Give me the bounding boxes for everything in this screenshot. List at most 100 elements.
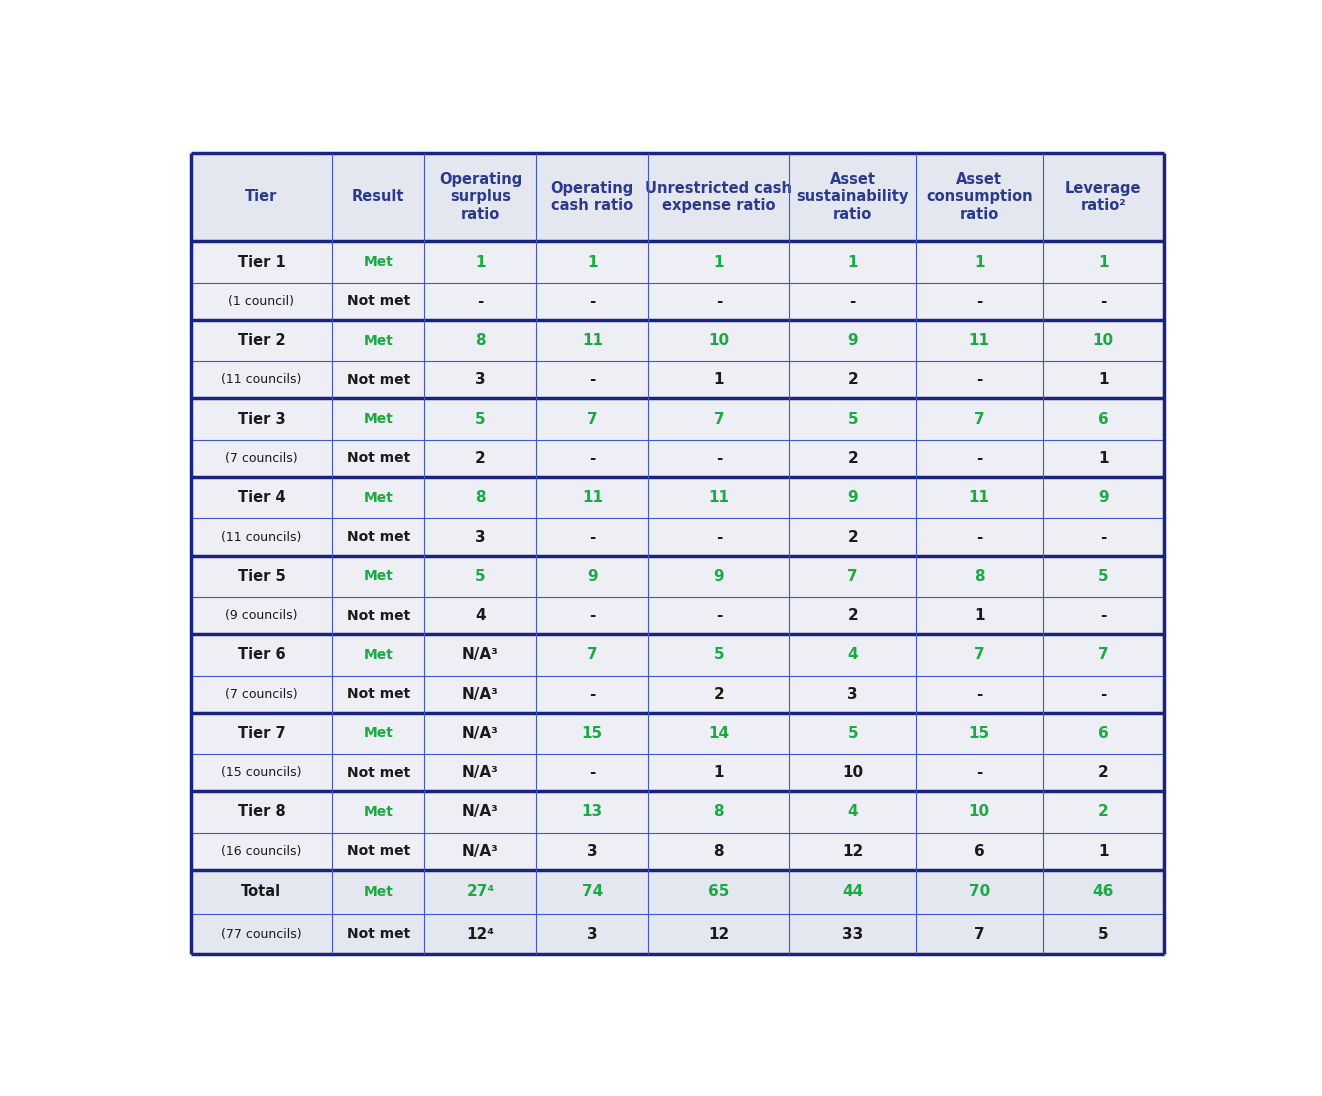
Text: 1: 1 [974, 608, 985, 623]
Text: 9: 9 [714, 569, 724, 584]
Text: Met: Met [364, 884, 393, 899]
Text: 1: 1 [974, 254, 985, 270]
Text: 10: 10 [1093, 333, 1114, 349]
Text: 6: 6 [1099, 726, 1109, 741]
Text: 8: 8 [475, 490, 485, 505]
Text: 7: 7 [974, 412, 985, 426]
Text: 5: 5 [1099, 569, 1109, 584]
Text: 1: 1 [1099, 450, 1109, 466]
Text: 5: 5 [714, 648, 724, 662]
Text: Met: Met [364, 255, 393, 269]
Text: 8: 8 [714, 844, 724, 859]
Text: 2: 2 [1099, 765, 1109, 780]
Text: 15: 15 [969, 726, 990, 741]
Text: 7: 7 [974, 648, 985, 662]
Text: 1: 1 [587, 254, 598, 270]
Text: 46: 46 [1093, 884, 1114, 900]
Text: 8: 8 [475, 333, 485, 349]
Text: Asset
sustainability
ratio: Asset sustainability ratio [797, 172, 910, 221]
Text: 7: 7 [587, 412, 598, 426]
Text: -: - [715, 608, 722, 623]
Text: 8: 8 [974, 569, 985, 584]
Text: 1: 1 [475, 254, 485, 270]
Text: Tier 6: Tier 6 [238, 648, 286, 662]
Text: -: - [976, 373, 982, 387]
Text: Met: Met [364, 727, 393, 741]
Text: Met: Met [364, 804, 393, 819]
Text: Operating
cash ratio: Operating cash ratio [551, 181, 635, 213]
Text: 5: 5 [475, 412, 485, 426]
Text: Not met: Not met [346, 530, 410, 544]
Text: N/A³: N/A³ [461, 765, 498, 780]
Text: 10: 10 [709, 333, 730, 349]
Text: 1: 1 [847, 254, 858, 270]
Text: Tier 3: Tier 3 [238, 412, 286, 426]
Text: 1: 1 [1099, 844, 1109, 859]
Text: Not met: Not met [346, 295, 410, 308]
Text: (7 councils): (7 councils) [225, 687, 297, 700]
Text: 3: 3 [475, 529, 485, 545]
Text: Leverage
ratio²: Leverage ratio² [1066, 181, 1142, 213]
Text: (9 councils): (9 councils) [225, 609, 297, 623]
Text: 1: 1 [1099, 373, 1109, 387]
Text: 5: 5 [475, 569, 485, 584]
Text: 7: 7 [847, 569, 858, 584]
Text: 11: 11 [582, 333, 603, 349]
Text: Tier 1: Tier 1 [238, 254, 286, 270]
Text: -: - [1100, 686, 1107, 701]
Text: -: - [976, 686, 982, 701]
Text: -: - [477, 294, 484, 309]
Text: (15 councils): (15 councils) [221, 766, 301, 779]
Text: 3: 3 [475, 373, 485, 387]
Text: 7: 7 [974, 926, 985, 941]
Text: 44: 44 [842, 884, 863, 900]
Text: 6: 6 [1099, 412, 1109, 426]
Text: 11: 11 [969, 333, 990, 349]
Text: 2: 2 [847, 373, 858, 387]
Text: 12: 12 [709, 926, 730, 941]
Text: -: - [590, 765, 595, 780]
Text: 7: 7 [714, 412, 724, 426]
Text: 2: 2 [847, 608, 858, 623]
Text: 1: 1 [1099, 254, 1109, 270]
Text: Met: Met [364, 648, 393, 662]
Text: Tier 5: Tier 5 [238, 569, 286, 584]
Text: 1: 1 [714, 254, 724, 270]
Text: (11 councils): (11 councils) [221, 530, 301, 544]
Text: 33: 33 [842, 926, 863, 941]
Text: 12: 12 [842, 844, 863, 859]
Text: 70: 70 [969, 884, 990, 900]
Text: 15: 15 [582, 726, 603, 741]
Text: Operating
surplus
ratio: Operating surplus ratio [439, 172, 522, 221]
Text: 4: 4 [847, 648, 858, 662]
Text: N/A³: N/A³ [461, 648, 498, 662]
Text: N/A³: N/A³ [461, 804, 498, 820]
Text: -: - [715, 529, 722, 545]
Text: Tier: Tier [246, 190, 278, 205]
Text: Not met: Not met [346, 927, 410, 941]
Text: Not met: Not met [346, 766, 410, 779]
Text: Tier 7: Tier 7 [238, 726, 286, 741]
Text: 5: 5 [1099, 926, 1109, 941]
Text: -: - [590, 529, 595, 545]
Text: -: - [715, 294, 722, 309]
Text: 2: 2 [847, 450, 858, 466]
Text: N/A³: N/A³ [461, 844, 498, 859]
Text: 5: 5 [847, 412, 858, 426]
Text: 12⁴: 12⁴ [467, 926, 494, 941]
Text: -: - [1100, 529, 1107, 545]
Text: 3: 3 [847, 686, 858, 701]
Text: Met: Met [364, 333, 393, 347]
Text: -: - [715, 450, 722, 466]
Text: (77 councils): (77 councils) [221, 927, 301, 940]
Text: 8: 8 [714, 804, 724, 820]
Text: 11: 11 [969, 490, 990, 505]
Text: 2: 2 [847, 529, 858, 545]
Text: Met: Met [364, 569, 393, 583]
Text: 9: 9 [847, 490, 858, 505]
Text: (11 councils): (11 councils) [221, 374, 301, 387]
Text: Not met: Not met [346, 844, 410, 858]
Text: -: - [590, 373, 595, 387]
Text: Met: Met [364, 412, 393, 426]
Text: Not met: Not met [346, 452, 410, 466]
